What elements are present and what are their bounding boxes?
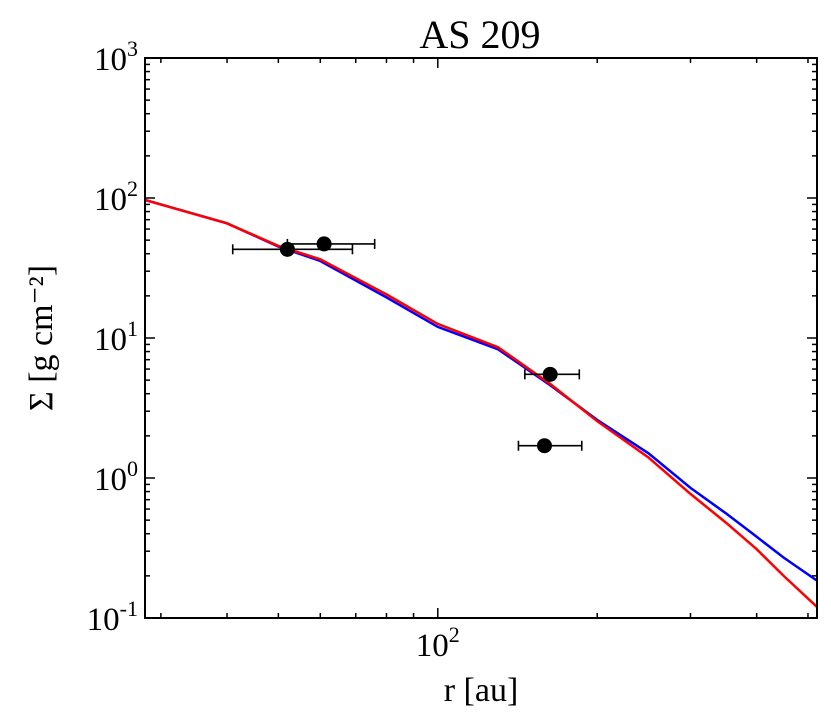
y-ticks: 10-1 100 101 102 103 <box>87 36 817 638</box>
marker <box>536 438 552 454</box>
data-point-2 <box>524 366 581 382</box>
points-layer <box>231 236 583 454</box>
marker <box>542 366 558 382</box>
plot-frame <box>144 57 818 619</box>
series-line-0 <box>144 198 818 582</box>
data-point-3 <box>517 438 583 454</box>
chart-title: AS 209 <box>419 12 540 57</box>
x-axis-label: r [au] <box>444 672 519 709</box>
series-line-1 <box>144 198 818 608</box>
y-tick-label-0: 10-1 <box>87 596 138 638</box>
marker <box>316 236 332 252</box>
x-ticks: 102 <box>160 58 809 664</box>
y-tick-label-4: 103 <box>94 36 138 78</box>
x-tick-label-0: 102 <box>416 622 460 664</box>
data-point-0 <box>231 241 354 257</box>
series-layer <box>144 198 818 608</box>
marker <box>279 241 295 257</box>
y-tick-label-3: 102 <box>94 176 138 218</box>
y-tick-label-1: 100 <box>94 456 138 498</box>
y-tick-label-2: 101 <box>94 316 138 358</box>
y-axis-label: Σ [g cm⁻²] <box>23 265 60 411</box>
data-point-1 <box>286 236 376 252</box>
